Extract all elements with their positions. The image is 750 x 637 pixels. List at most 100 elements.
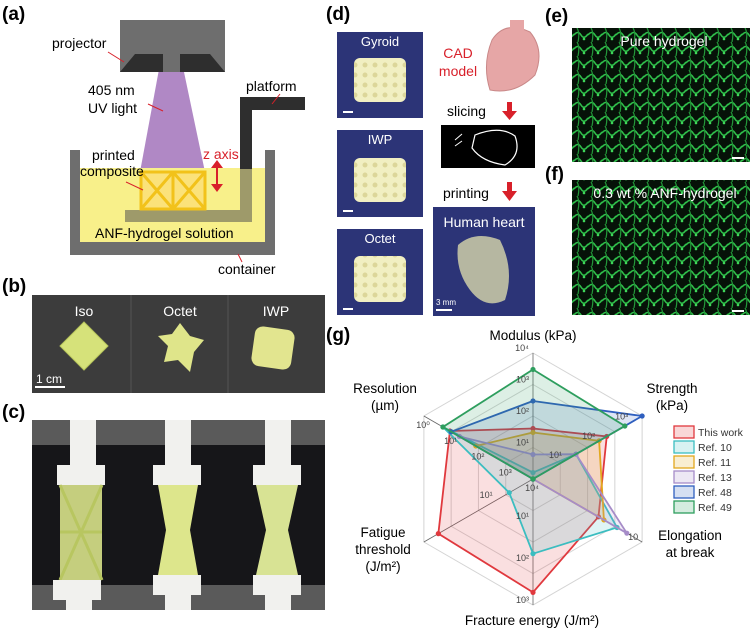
uv-light-beam (140, 53, 205, 172)
legend-swatch (673, 440, 695, 454)
platform-plate (125, 210, 252, 222)
panel-label-e: (e) (545, 6, 568, 27)
photo-gyroid: Gyroid (337, 32, 423, 118)
down-arrow-icon (502, 102, 517, 120)
tensile-specimen-iwp (253, 420, 301, 610)
tick-label: 10⁰ (416, 420, 430, 430)
data-point (530, 469, 536, 476)
axis-label-resolution: Resolution (µm) (353, 381, 417, 413)
legend-label: Ref. 10 (698, 442, 732, 454)
panel-c: (c) (2, 402, 325, 610)
platform-column-submerged (240, 169, 252, 222)
panel-d: (d) Gyroid IWP Octet CAD model slicing p… (326, 4, 540, 316)
platform-column (240, 97, 252, 169)
printed-label: printed (92, 147, 135, 163)
legend-label: Ref. 49 (698, 502, 732, 514)
photo-iwp-cube: IWP (337, 130, 423, 217)
panel-label-b: (b) (2, 276, 26, 297)
data-point (530, 451, 536, 458)
projector-lens-right (180, 54, 225, 72)
composite-pointer (125, 181, 144, 191)
panel-b: (b) Iso Octet IWP 1 cm (2, 276, 325, 393)
panel-label-d: (d) (326, 4, 350, 25)
down-arrow-icon (502, 182, 517, 201)
tick-label: 10² (516, 406, 529, 416)
data-point (639, 413, 645, 419)
sample-label-octet: Octet (163, 303, 197, 319)
container-pointer (237, 253, 243, 263)
cad-label: CAD (443, 45, 473, 61)
container-wall-left (70, 150, 80, 255)
sample-label-iwp-cube: IWP (368, 132, 393, 147)
tick-label: 10³ (516, 595, 529, 605)
sample-label-iwp: IWP (263, 303, 289, 319)
printing-label: printing (443, 185, 489, 201)
legend-label: This work (698, 427, 744, 439)
uv-light-label: UV light (88, 100, 137, 116)
legend-label: Ref. 11 (698, 457, 731, 469)
tick-label: 10¹ (444, 436, 457, 446)
tick-label: 10¹ (480, 490, 493, 500)
slicing-label: slicing (447, 103, 486, 119)
uv-wavelength-label: 405 nm (88, 82, 135, 98)
cad-heart-model (486, 27, 540, 92)
platform-pointer (271, 93, 281, 105)
projector-pointer (107, 51, 125, 63)
sample-iso (59, 321, 109, 371)
micrograph-title-e: Pure hydrogel (620, 33, 707, 49)
tick-label: 10³ (516, 375, 529, 385)
printed-composite (139, 170, 207, 211)
data-point (530, 476, 536, 482)
tick-label: 10¹ (549, 450, 562, 460)
tensile-specimen-iso (53, 420, 105, 610)
legend-swatch (673, 425, 695, 439)
data-point (530, 589, 536, 595)
sample-iwp (251, 326, 295, 370)
scale-bar-label-b: 1 cm (36, 372, 62, 386)
uv-pointer (147, 103, 164, 112)
panel-label-a: (a) (2, 4, 25, 25)
data-point (622, 423, 628, 429)
projector-label: projector (52, 35, 107, 51)
axis-label-fatigue-threshold: Fatigue threshold (J/m²) (355, 525, 411, 574)
heart-label: Human heart (444, 214, 525, 230)
tick-label: 10³ (615, 412, 628, 422)
container-wall-right (265, 150, 275, 255)
panel-label-g: (g) (326, 325, 350, 346)
sample-label-gyroid: Gyroid (361, 34, 399, 49)
z-axis-label: z axis (203, 146, 239, 162)
panel-e: (e) Pure hydrogel (545, 6, 750, 162)
tick-label: 10 (628, 532, 638, 542)
panel-f: (f) 0.3 wt % ANF-hydrogel (545, 164, 750, 315)
micrograph-anf-hydrogel (572, 180, 750, 315)
data-point (530, 551, 536, 557)
legend-label: Ref. 13 (698, 472, 732, 484)
z-axis-arrow-icon (211, 160, 223, 192)
projector-lens-left (120, 54, 163, 72)
tick-label: 10¹ (516, 438, 529, 448)
axis-label-modulus: Modulus (kPa) (489, 328, 576, 343)
composite-label: composite (80, 163, 144, 179)
legend-swatch (673, 500, 695, 514)
data-point (435, 531, 441, 537)
panel-label-f: (f) (545, 164, 564, 185)
legend-swatch (673, 455, 695, 469)
sample-label-octet-cube: Octet (364, 231, 395, 246)
tick-label: 10² (471, 452, 484, 462)
micrograph-title-f: 0.3 wt % ANF-hydrogel (593, 185, 736, 201)
tick-label: 10¹ (516, 511, 529, 521)
data-point (506, 490, 512, 496)
legend-swatch (673, 485, 695, 499)
photo-printed-heart: Human heart 3 mm (433, 207, 535, 316)
container-bottom (70, 242, 275, 255)
scale-bar-label-d: 3 mm (436, 298, 456, 307)
data-point (530, 366, 536, 373)
radar-chart: 10¹ 10² 10³ 10⁴ 10¹ 10² 10³ 10 10¹ 10² 10³ 10¹ 10⁰ 10… (416, 343, 645, 606)
tensile-specimen-octet (153, 420, 201, 610)
tick-label: 10² (516, 553, 529, 563)
platform-label: platform (246, 78, 297, 94)
data-point (530, 425, 536, 432)
tick-label: 10⁴ (525, 483, 539, 493)
sample-octet (158, 323, 204, 372)
